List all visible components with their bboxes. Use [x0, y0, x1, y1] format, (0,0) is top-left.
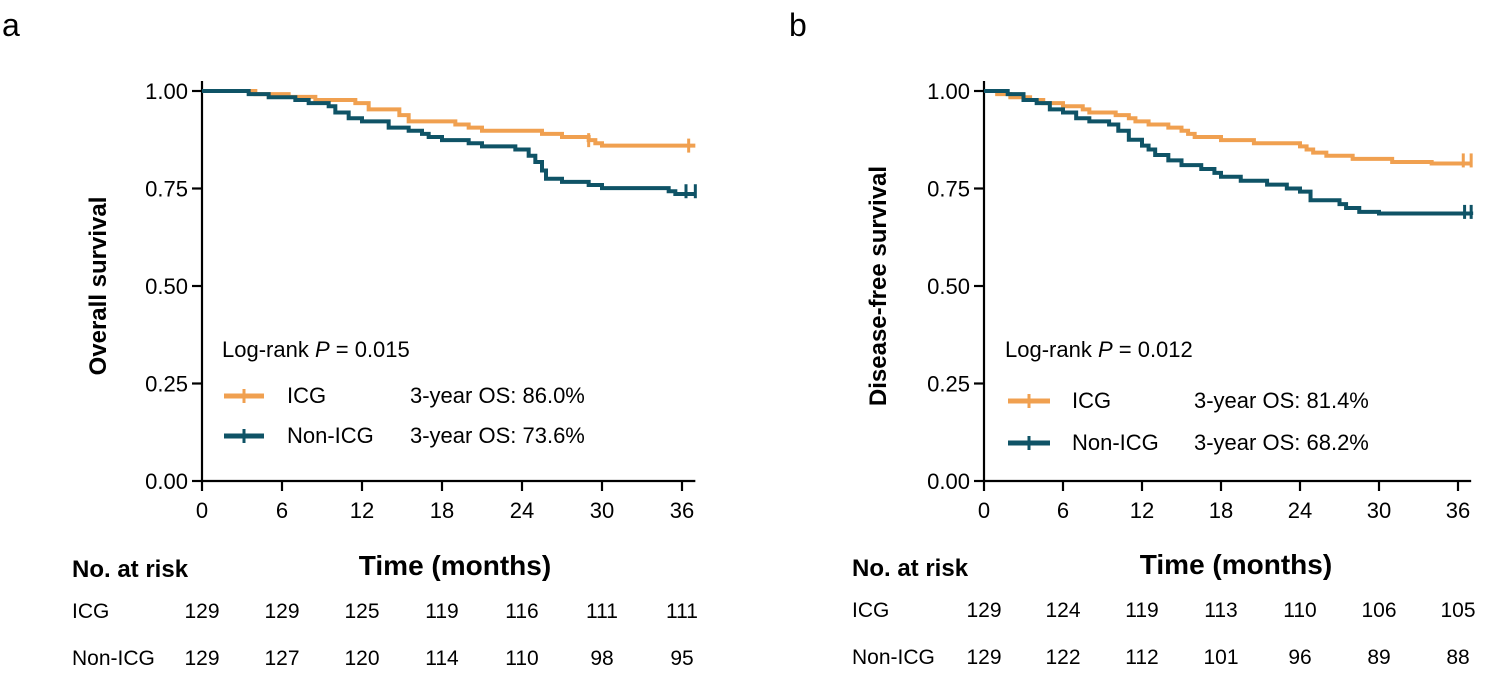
- x-tick-label: 12: [1130, 498, 1154, 523]
- risk-value: 129: [966, 599, 1001, 622]
- y-tick-label: 0.25: [927, 372, 970, 397]
- x-tick-label: 18: [1209, 498, 1233, 523]
- x-tick-label: 36: [670, 498, 694, 523]
- risk-value: 111: [586, 600, 618, 623]
- x-tick-label: 6: [1057, 498, 1069, 523]
- x-tick-label: 30: [1367, 498, 1391, 523]
- survival-curve-non-icg: [984, 89, 1474, 216]
- survival-curve-non-icg: [202, 89, 696, 196]
- legend-os-icg: 3-year OS: 86.0%: [410, 383, 585, 408]
- y-tick-label: 1.00: [927, 79, 970, 104]
- risk-value: 129: [184, 647, 219, 670]
- y-tick-label: 1.00: [145, 79, 188, 104]
- risk-value: 129: [184, 600, 219, 623]
- legend-label-icg: ICG: [1072, 388, 1111, 413]
- risk-row-label: ICG: [852, 599, 889, 622]
- risk-row-label: Non-ICG: [72, 647, 155, 670]
- y-tick-label: 0.75: [145, 177, 188, 202]
- risk-value: 95: [670, 647, 693, 670]
- risk-value: 116: [505, 600, 538, 623]
- x-tick-label: 0: [978, 498, 990, 523]
- logrank-prefix: Log-rank: [1005, 337, 1098, 362]
- risk-table-header: No. at risk: [852, 555, 969, 582]
- x-tick-label: 30: [590, 498, 614, 523]
- logrank-value: = 0.015: [330, 337, 410, 362]
- legend-label-icg: ICG: [287, 383, 326, 408]
- x-tick-label: 24: [510, 498, 534, 523]
- risk-value: 122: [1045, 646, 1080, 669]
- x-tick-label: 6: [276, 498, 288, 523]
- risk-value: 96: [1288, 646, 1311, 669]
- survival-curve-icg: [984, 89, 1472, 166]
- y-tick-label: 0.50: [145, 274, 188, 299]
- risk-value: 112: [1125, 646, 1158, 669]
- panel-letter: b: [789, 7, 807, 43]
- logrank-p: P: [315, 337, 330, 362]
- x-tick-label: 24: [1288, 498, 1312, 523]
- risk-value: 110: [1283, 599, 1316, 622]
- risk-value: 89: [1367, 646, 1390, 669]
- x-axis-title: Time (months): [359, 550, 551, 581]
- risk-value: 98: [590, 647, 613, 670]
- y-tick-label: 0.75: [927, 177, 970, 202]
- risk-row-label: Non-ICG: [852, 646, 935, 669]
- risk-value: 129: [264, 600, 299, 623]
- risk-value: 120: [344, 647, 379, 670]
- x-tick-label: 0: [196, 498, 208, 523]
- risk-value: 110: [505, 647, 538, 670]
- legend-label-non-icg: Non-ICG: [1072, 430, 1159, 455]
- y-tick-label: 0.50: [927, 274, 970, 299]
- risk-value: 124: [1045, 599, 1080, 622]
- risk-value: 113: [1204, 599, 1237, 622]
- panel-a: a 0.00 0.25 0.50 0.75 1.00 0 6 12 18 24 30 36 Overall…: [2, 7, 698, 670]
- risk-value: 127: [264, 647, 299, 670]
- risk-table-header: No. at risk: [72, 556, 189, 583]
- risk-value: 106: [1361, 599, 1396, 622]
- y-tick-label: 0.00: [927, 469, 970, 494]
- panel-letter: a: [2, 7, 20, 43]
- y-axis-title: Disease-free survival: [865, 166, 892, 406]
- risk-value: 114: [425, 647, 459, 670]
- y-tick-label: 0.00: [145, 469, 188, 494]
- y-axis-title: Overall survival: [85, 197, 112, 376]
- risk-value: 111: [666, 600, 698, 623]
- risk-value: 101: [1203, 646, 1238, 669]
- risk-row-label: ICG: [72, 600, 109, 623]
- x-tick-label: 12: [350, 498, 374, 523]
- logrank-annotation: Log-rank P = 0.012: [1005, 337, 1193, 362]
- x-axis-title: Time (months): [1140, 549, 1332, 580]
- y-tick-label: 0.25: [145, 372, 188, 397]
- risk-value: 129: [966, 646, 1001, 669]
- legend-os-non-icg: 3-year OS: 73.6%: [410, 423, 585, 448]
- risk-value: 125: [344, 600, 379, 623]
- risk-value: 105: [1440, 599, 1475, 622]
- legend-os-non-icg: 3-year OS: 68.2%: [1194, 430, 1369, 455]
- x-tick-label: 36: [1446, 498, 1470, 523]
- legend-os-icg: 3-year OS: 81.4%: [1194, 388, 1369, 413]
- logrank-value: = 0.012: [1113, 337, 1193, 362]
- risk-value: 119: [1125, 599, 1158, 622]
- risk-value: 119: [425, 600, 458, 623]
- logrank-p: P: [1098, 337, 1113, 362]
- x-tick-label: 18: [430, 498, 454, 523]
- risk-value: 88: [1446, 646, 1469, 669]
- panel-b: b 0.00 0.25 0.50 0.75 1.00 0 6 12 18 24 30 36 Disease…: [789, 7, 1476, 669]
- logrank-annotation: Log-rank P = 0.015: [222, 337, 410, 362]
- legend-label-non-icg: Non-ICG: [287, 423, 374, 448]
- logrank-prefix: Log-rank: [222, 337, 315, 362]
